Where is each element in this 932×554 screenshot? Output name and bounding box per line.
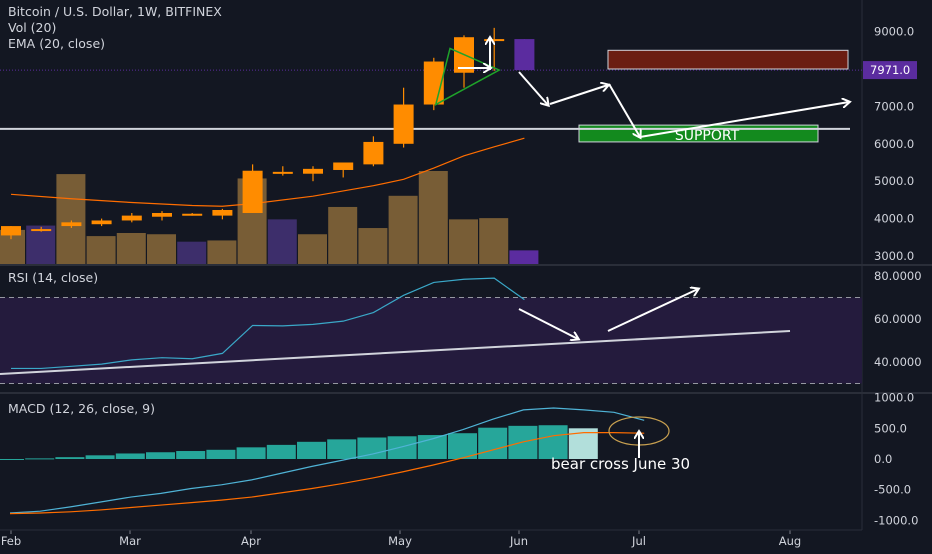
volume-bar	[479, 218, 509, 264]
candle-body	[91, 220, 112, 225]
volume-bar	[86, 236, 116, 264]
candle-body	[514, 39, 535, 71]
price-tick-label: 3000.0	[874, 249, 914, 263]
candle-body	[363, 141, 384, 165]
macd-histogram-bar	[387, 436, 417, 459]
time-tick-label: Jul	[631, 534, 646, 548]
macd-histogram-bar	[85, 455, 115, 459]
candle-body	[61, 222, 82, 227]
price-tick-label: 6000.0	[874, 137, 914, 151]
arrow-up-1	[549, 85, 608, 105]
arrow-down-1	[518, 71, 548, 105]
rsi-tick-label: 80.0000	[874, 269, 922, 283]
macd-histogram-bar	[266, 444, 296, 459]
candle-body	[152, 212, 172, 217]
rsi-legend: RSI (14, close)	[8, 270, 99, 285]
price-tick-label: 9000.0	[874, 25, 914, 39]
macd-histogram-bar	[146, 452, 175, 459]
candle-body	[242, 170, 263, 213]
volume-bar	[418, 171, 448, 264]
candle-body	[484, 39, 505, 42]
symbol-title: Bitcoin / U.S. Dollar, 1W, BITFINEX	[8, 4, 222, 19]
macd-tick-label: 0.0	[874, 452, 892, 466]
price-tick-label: 5000.0	[874, 174, 914, 188]
macd-histogram-bar	[448, 433, 477, 459]
macd-histogram-bar	[206, 449, 236, 459]
volume-legend: Vol (20)	[8, 20, 57, 35]
last-price-tag	[863, 61, 917, 80]
macd-tick-label: -500.0	[874, 483, 911, 497]
candle-body	[182, 213, 203, 216]
macd-histogram-bar	[236, 447, 266, 459]
macd-histogram-bar	[55, 457, 85, 459]
volume-bar	[267, 219, 297, 264]
volume-bar	[509, 250, 539, 264]
rsi-line	[11, 277, 525, 370]
rsi-band	[0, 297, 862, 384]
triangle-drawing	[434, 47, 501, 107]
ema-legend: EMA (20, close)	[8, 36, 106, 51]
volume-bar	[0, 229, 25, 264]
macd-histogram-bar	[478, 427, 508, 459]
macd-tick-label: 500.0	[874, 421, 907, 435]
resistance-zone	[607, 49, 849, 70]
arrow-up-2	[639, 102, 849, 138]
volume-bar	[26, 225, 56, 264]
macd-line	[9, 407, 645, 514]
macd-legend: MACD (12, 26, close, 9)	[8, 401, 155, 416]
signal-line	[9, 431, 645, 515]
macd-histogram-bar	[0, 459, 24, 460]
time-tick-label: Aug	[779, 534, 801, 548]
candle-body	[333, 162, 354, 170]
time-tick-label: Jun	[509, 534, 528, 548]
candle-body	[393, 104, 414, 144]
volume-bar	[388, 195, 418, 264]
rsi-arrow-down	[518, 308, 578, 339]
macd-histogram-bar	[327, 439, 357, 459]
price-tick-label: 4000.0	[874, 212, 914, 226]
macd-histogram-bar	[25, 458, 55, 460]
volume-bar	[328, 206, 358, 264]
rsi-tick-label: 40.0000	[874, 355, 922, 369]
macd-histogram-bar	[176, 451, 206, 459]
volume-bar	[177, 241, 207, 264]
rsi-trendline	[0, 330, 791, 375]
macd-histogram-bar	[538, 425, 568, 459]
last-price-label: 7971.0	[870, 63, 910, 77]
volume-bar	[147, 234, 176, 264]
candle-body	[212, 209, 233, 216]
volume-bar	[358, 228, 388, 264]
time-tick-label: May	[388, 534, 412, 548]
volume-bar	[207, 240, 237, 264]
macd-histogram-bar	[297, 441, 326, 459]
volume-bar	[449, 219, 478, 264]
volume-bar	[56, 174, 86, 264]
candle-body	[121, 215, 142, 221]
macd-tick-label: 1000.0	[874, 391, 914, 405]
macd-tick-label: -1000.0	[874, 513, 918, 527]
macd-histogram-bar	[115, 453, 145, 459]
rsi-tick-label: 60.0000	[874, 312, 922, 326]
price-tick-label: 7000.0	[874, 99, 914, 113]
ema-line	[10, 137, 525, 207]
arrow-down-2	[608, 83, 640, 137]
volume-bar	[298, 234, 327, 264]
candle-body	[31, 229, 52, 232]
macd-histogram-bar	[357, 437, 387, 459]
time-tick-label: Apr	[241, 534, 261, 548]
time-tick-label: Feb	[1, 534, 21, 548]
candle-body	[303, 168, 323, 174]
rsi-arrow-up	[607, 289, 698, 332]
volume-bar	[116, 233, 146, 264]
candle-body	[272, 171, 293, 174]
candle-body	[1, 226, 21, 236]
bear-cross-label: bear cross June 30	[551, 455, 690, 473]
support-label: SUPPORT	[675, 128, 740, 144]
time-tick-label: Mar	[119, 534, 141, 548]
